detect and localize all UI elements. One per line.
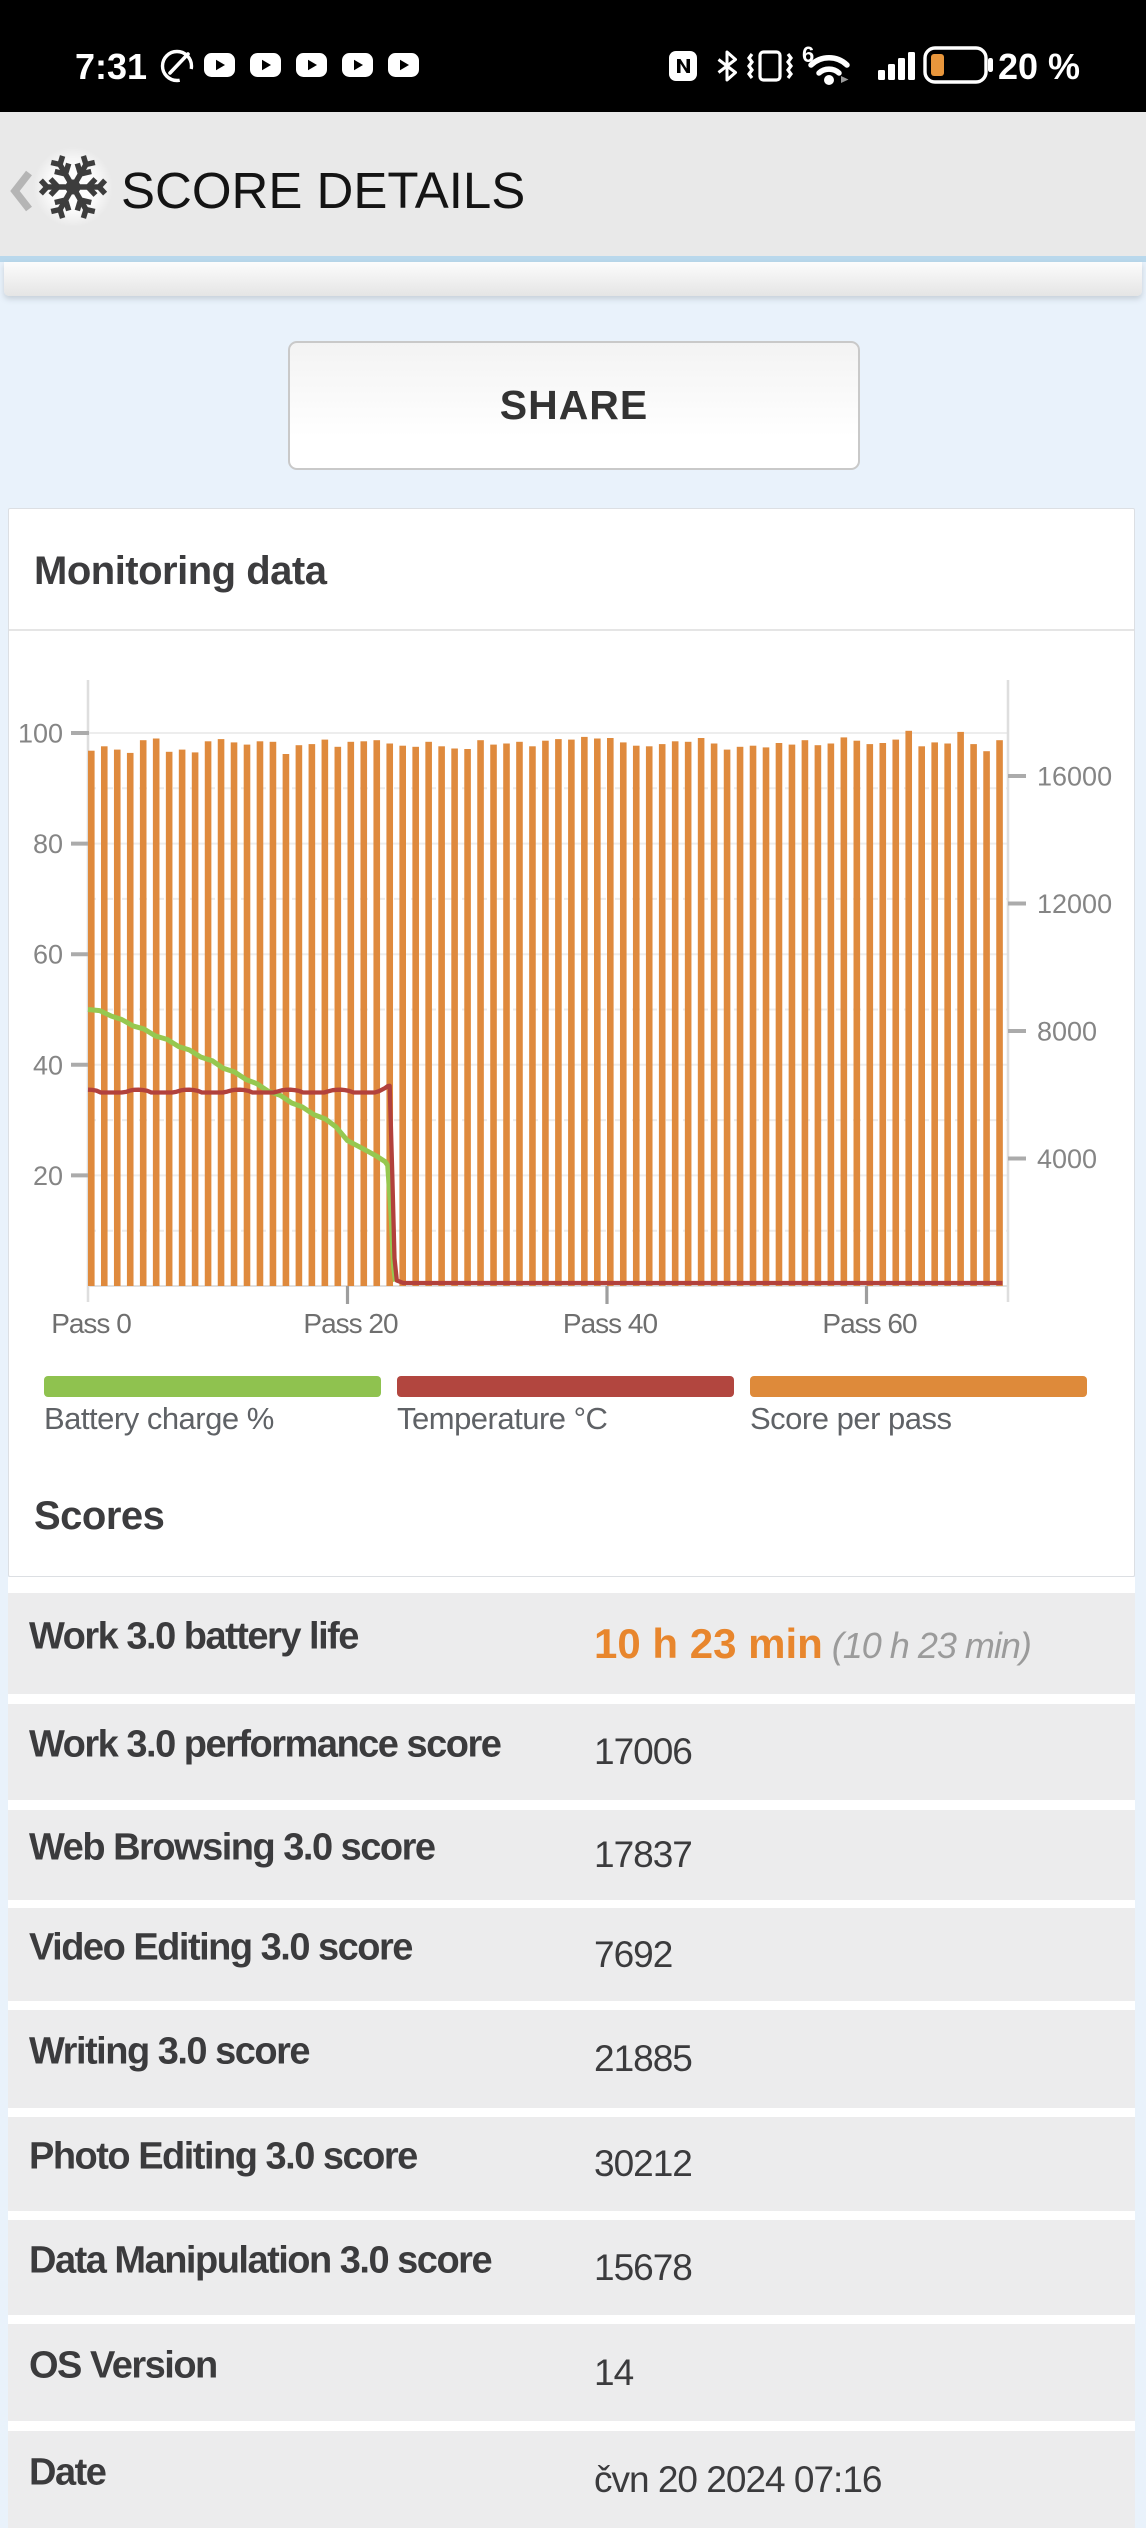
svg-text:Pass 0: Pass 0 [51,1308,131,1339]
svg-text:80: 80 [33,829,63,859]
svg-text:Pass 20: Pass 20 [303,1308,398,1339]
svg-text:7:31: 7:31 [75,46,147,87]
svg-text:40: 40 [33,1050,63,1080]
svg-text:20: 20 [33,1161,63,1191]
svg-text:16000: 16000 [1037,762,1112,792]
svg-text:20 %: 20 % [998,46,1080,87]
svg-text:Pass 60: Pass 60 [822,1308,917,1339]
svg-text:Pass 40: Pass 40 [563,1308,658,1339]
svg-text:8000: 8000 [1037,1017,1097,1047]
svg-text:4000: 4000 [1037,1144,1097,1174]
svg-text:100: 100 [18,719,63,749]
svg-text:12000: 12000 [1037,889,1112,919]
svg-text:6: 6 [802,42,814,67]
svg-text:60: 60 [33,940,63,970]
